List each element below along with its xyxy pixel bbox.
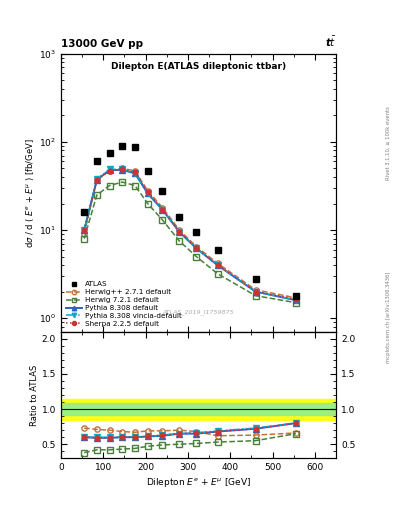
ATLAS [253,275,258,282]
Legend: ATLAS, Herwig++ 2.7.1 default, Herwig 7.2.1 default, Pythia 8.308 default, Pythi: ATLAS, Herwig++ 2.7.1 default, Herwig 7.… [64,280,183,328]
Herwig++ 2.7.1 default [177,227,182,233]
Pythia 8.308 vincia-default [194,245,199,251]
Herwig++ 2.7.1 default [294,295,298,301]
Herwig 7.2.1 default [294,300,298,306]
Pythia 8.308 default [107,167,112,173]
Pythia 8.308 default [82,227,86,233]
Herwig++ 2.7.1 default [120,165,125,172]
Text: Dilepton E(ATLAS dileptonic ttbar): Dilepton E(ATLAS dileptonic ttbar) [111,62,286,71]
Herwig++ 2.7.1 default [160,204,165,210]
ATLAS [107,150,112,156]
Pythia 8.308 default [194,245,199,251]
ATLAS [294,293,298,299]
Pythia 8.308 default [177,229,182,235]
Text: mcplots.cern.ch [arXiv:1306.3436]: mcplots.cern.ch [arXiv:1306.3436] [386,272,391,363]
Pythia 8.308 default [215,262,220,268]
ATLAS [177,214,182,220]
Line: Herwig++ 2.7.1 default: Herwig++ 2.7.1 default [82,166,298,301]
Line: Pythia 8.308 vincia-default: Pythia 8.308 vincia-default [82,166,298,303]
Pythia 8.308 vincia-default [95,176,99,182]
ATLAS [145,168,150,174]
Herwig 7.2.1 default [194,253,199,260]
Sherpa 2.2.5 default [253,289,258,295]
Pythia 8.308 default [95,177,99,183]
ATLAS [194,229,199,235]
Text: ATLAS_2019_I1759875: ATLAS_2019_I1759875 [163,309,234,315]
Herwig++ 2.7.1 default [132,168,137,174]
Sherpa 2.2.5 default [145,189,150,195]
Pythia 8.308 vincia-default [82,227,86,233]
Sherpa 2.2.5 default [82,227,86,233]
Sherpa 2.2.5 default [95,177,99,183]
Herwig++ 2.7.1 default [82,231,86,237]
Herwig 7.2.1 default [177,238,182,244]
Herwig 7.2.1 default [132,182,137,188]
ATLAS [95,158,99,164]
ATLAS [82,209,86,215]
ATLAS [120,143,125,149]
Pythia 8.308 default [294,297,298,303]
Pythia 8.308 vincia-default [215,262,220,268]
Pythia 8.308 vincia-default [177,229,182,235]
Y-axis label: d$\sigma$ / d ( $E^e$ + $E^{\mu}$ ) [fb/GeV]: d$\sigma$ / d ( $E^e$ + $E^{\mu}$ ) [fb/… [24,138,36,248]
Pythia 8.308 default [132,170,137,177]
Pythia 8.308 vincia-default [107,166,112,172]
Herwig 7.2.1 default [95,192,99,198]
Herwig 7.2.1 default [107,182,112,188]
Pythia 8.308 vincia-default [132,170,137,177]
Line: ATLAS: ATLAS [81,143,299,298]
Pythia 8.308 vincia-default [120,166,125,172]
Sherpa 2.2.5 default [132,169,137,176]
Herwig 7.2.1 default [160,217,165,223]
Y-axis label: Ratio to ATLAS: Ratio to ATLAS [30,365,39,425]
Sherpa 2.2.5 default [120,166,125,172]
Sherpa 2.2.5 default [177,229,182,235]
Herwig++ 2.7.1 default [194,244,199,250]
Herwig 7.2.1 default [82,236,86,242]
Sherpa 2.2.5 default [194,245,199,251]
Herwig 7.2.1 default [145,200,150,206]
Herwig 7.2.1 default [120,179,125,185]
Sherpa 2.2.5 default [294,296,298,302]
Text: t$\bar{t}$: t$\bar{t}$ [325,34,336,49]
Pythia 8.308 default [160,207,165,213]
Herwig++ 2.7.1 default [253,287,258,293]
Herwig++ 2.7.1 default [95,176,99,182]
Pythia 8.308 default [253,289,258,295]
ATLAS [160,187,165,194]
Line: Pythia 8.308 default: Pythia 8.308 default [82,167,298,303]
Herwig 7.2.1 default [215,270,220,276]
Pythia 8.308 default [120,167,125,173]
Text: 13000 GeV pp: 13000 GeV pp [61,38,143,49]
Herwig 7.2.1 default [253,293,258,299]
Pythia 8.308 vincia-default [145,190,150,197]
Line: Sherpa 2.2.5 default: Sherpa 2.2.5 default [82,167,298,302]
Pythia 8.308 vincia-default [160,207,165,213]
Herwig++ 2.7.1 default [215,260,220,266]
ATLAS [215,246,220,252]
ATLAS [132,144,137,150]
Sherpa 2.2.5 default [215,262,220,268]
Sherpa 2.2.5 default [160,207,165,213]
Line: Herwig 7.2.1 default: Herwig 7.2.1 default [82,179,298,305]
X-axis label: Dilepton $E^e$ + $E^{\mu}$ [GeV]: Dilepton $E^e$ + $E^{\mu}$ [GeV] [146,476,251,489]
Pythia 8.308 vincia-default [253,289,258,295]
Text: Rivet 3.1.10, ≥ 100k events: Rivet 3.1.10, ≥ 100k events [386,106,391,180]
Herwig++ 2.7.1 default [145,187,150,194]
Pythia 8.308 vincia-default [294,297,298,303]
Herwig++ 2.7.1 default [107,168,112,174]
Sherpa 2.2.5 default [107,168,112,174]
Pythia 8.308 default [145,190,150,197]
